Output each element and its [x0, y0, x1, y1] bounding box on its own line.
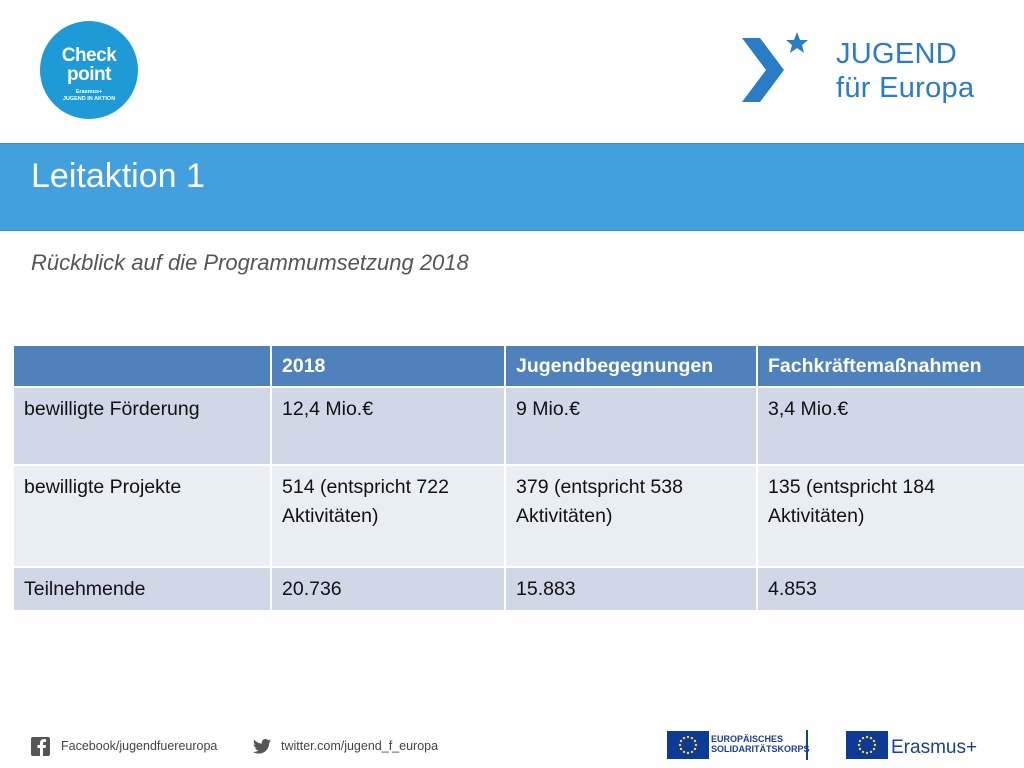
table-cell: 135 (entspricht 184 Aktivitäten) [756, 464, 1024, 568]
table-cell: 4.853 [756, 566, 1024, 612]
table-cell: 15.883 [504, 566, 758, 612]
facebook-icon[interactable] [31, 737, 50, 756]
checkpoint-logo-sub1: Erasmus+ [75, 89, 103, 95]
table-header-row: 2018 Jugendbegegnungen Fachkräftemaßnahm… [12, 344, 1024, 388]
twitter-link[interactable]: twitter.com/jugend_f_europa [281, 739, 439, 753]
funding-table: 2018 Jugendbegegnungen Fachkräftemaßnahm… [12, 344, 1024, 612]
table-header-cell: Fachkräftemaßnahmen [756, 344, 1024, 388]
table-cell: 9 Mio.€ [504, 386, 758, 466]
checkpoint-logo: Check point Erasmus+ JUGEND IN AKTION [40, 21, 138, 119]
table-cell: bewilligte Förderung [12, 386, 272, 466]
table-row: bewilligte Förderung 12,4 Mio.€ 9 Mio.€ … [12, 386, 1024, 466]
checkpoint-logo-line1: Check [61, 45, 117, 66]
title-band [0, 143, 1024, 231]
jugend-fuer-europa-line2: für Europa [836, 72, 975, 104]
table-header-cell: 2018 [270, 344, 506, 388]
table-header-cell: Jugendbegegnungen [504, 344, 758, 388]
esk-line1: EUROPÄISCHES [711, 734, 784, 744]
slide-title: Leitaktion 1 [31, 157, 205, 195]
jugend-fuer-europa-mark-icon [742, 32, 808, 102]
jugend-fuer-europa-line1: JUGEND [836, 38, 958, 70]
table-cell: 12,4 Mio.€ [270, 386, 506, 466]
table-cell: 379 (entspricht 538 Aktivitäten) [504, 464, 758, 568]
table-cell: bewilligte Projekte [12, 464, 272, 568]
table-cell: 20.736 [270, 566, 506, 612]
checkpoint-logo-line2: point [67, 64, 111, 85]
table-cell: Teilnehmende [12, 566, 272, 612]
facebook-link[interactable]: Facebook/jugendfuereuropa [61, 739, 218, 753]
esk-divider [806, 730, 808, 760]
checkpoint-logo-sub2: JUGEND IN AKTION [62, 96, 116, 102]
twitter-icon[interactable] [253, 739, 271, 754]
table-cell: 514 (entspricht 722 Aktivitäten) [270, 464, 506, 568]
esk-line2: SOLIDARITÄTSKORPS [711, 744, 810, 754]
table-row: Teilnehmende 20.736 15.883 4.853 [12, 566, 1024, 612]
eu-flag-icon [846, 731, 888, 759]
table-cell: 3,4 Mio.€ [756, 386, 1024, 466]
esk-logo-text: EUROPÄISCHES SOLIDARITÄTSKORPS [711, 734, 810, 754]
eu-flag-icon [667, 731, 709, 759]
jugend-fuer-europa-logo: JUGEND für Europa [740, 30, 1010, 110]
erasmus-plus-logo-text: Erasmus+ [891, 737, 978, 758]
slide-subtitle: Rückblick auf die Programmumsetzung 2018 [31, 250, 469, 275]
table-row: bewilligte Projekte 514 (entspricht 722 … [12, 464, 1024, 568]
table-header-cell [12, 344, 272, 388]
